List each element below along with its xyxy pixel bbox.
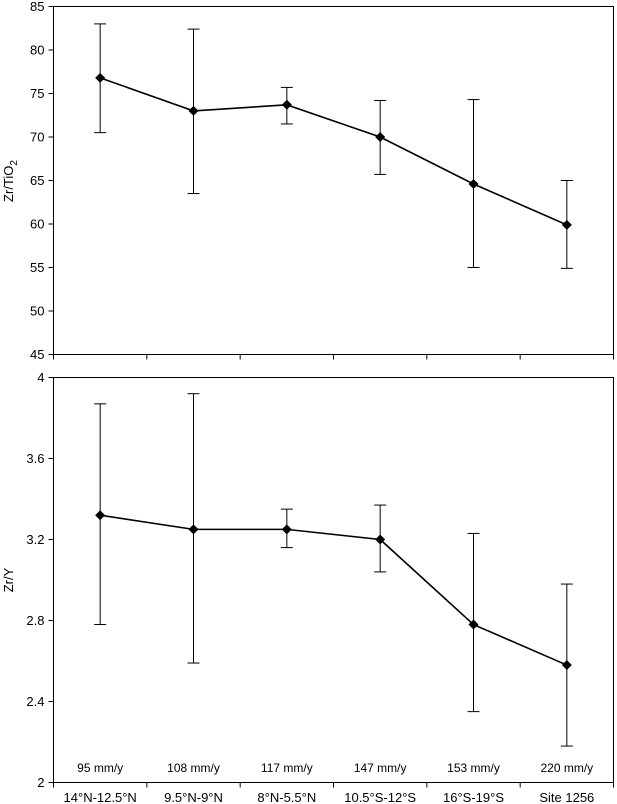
y-tick-label: 70 — [30, 130, 44, 145]
y-tick-label: 2.8 — [26, 613, 44, 628]
y-tick-label: 2 — [37, 775, 44, 790]
spreading-rate-label: 220 mm/y — [540, 761, 593, 775]
category-label: 16°S-19°S — [443, 790, 504, 804]
panel-top: 45 50 55 60 65 70 75 80 85 Zr/TiO2 — [1, 0, 614, 362]
y-tick-label: 85 — [30, 0, 44, 14]
series-line — [99, 77, 568, 226]
x-ticks-bottom — [53, 782, 614, 788]
spreading-rate-label: 117 mm/y — [261, 761, 313, 775]
y-tick-label: 80 — [30, 43, 44, 58]
y-tick-label: 55 — [30, 260, 44, 275]
markers-top — [95, 72, 572, 230]
y-tick-label: 45 — [30, 347, 44, 362]
data-point-marker — [188, 524, 199, 535]
data-point-marker — [95, 72, 106, 83]
data-point-marker — [468, 619, 479, 630]
markers-bottom — [95, 510, 572, 671]
y-tick-label: 3.2 — [26, 532, 44, 547]
y-tick-label: 4 — [37, 370, 44, 385]
category-label: 10.5°S-12°S — [344, 790, 416, 804]
spreading-rate-label: 95 mm/y — [77, 761, 123, 775]
x-ticks-top — [53, 354, 614, 360]
y-axis-title-bottom: Zr/Y — [1, 567, 16, 592]
data-point-marker — [281, 524, 292, 535]
category-labels: 14°N-12.5°N 9.5°N-9°N 8°N-5.5°N 10.5°S-12°S… — [64, 790, 595, 804]
y-tick-label: 3.6 — [26, 451, 44, 466]
category-label: Site 1256 — [539, 790, 594, 804]
rate-annotations: 95 mm/y 108 mm/y 117 mm/y 147 mm/y 153 mm/y 2… — [77, 761, 593, 775]
series-line — [100, 514, 568, 666]
series-line-top — [99, 77, 568, 226]
y-tick-label: 75 — [30, 86, 44, 101]
category-label: 14°N-12.5°N — [64, 790, 137, 804]
data-point-marker — [188, 105, 199, 116]
y-axis-title-top-base: Zr/TiO — [1, 166, 16, 202]
spreading-rate-label: 153 mm/y — [447, 761, 500, 775]
data-point-marker — [281, 99, 292, 110]
category-label: 9.5°N-9°N — [164, 790, 223, 804]
y-tick-label: 2.4 — [26, 694, 44, 709]
y-tick-label: 65 — [30, 173, 44, 188]
y-tick-label: 60 — [30, 217, 44, 232]
series-line-bottom — [100, 514, 568, 666]
data-point-marker — [95, 510, 106, 521]
y-tick-label: 50 — [30, 304, 44, 319]
data-point-marker — [561, 660, 572, 671]
spreading-rate-label: 108 mm/y — [167, 761, 220, 775]
data-point-marker — [561, 219, 572, 230]
y-axis-title-top-subscript: 2 — [9, 160, 20, 166]
data-point-marker — [468, 178, 479, 189]
y-ticks-bottom: 2 2.4 2.8 3.2 3.6 4 — [26, 370, 54, 790]
data-point-marker — [375, 132, 386, 142]
category-label: 8°N-5.5°N — [257, 790, 316, 804]
spreading-rate-label: 147 mm/y — [354, 761, 407, 775]
data-point-marker — [375, 534, 386, 545]
y-axis-title-top: Zr/TiO2 — [1, 160, 20, 202]
y-ticks-top: 45 50 55 60 65 70 75 80 85 — [30, 0, 54, 362]
panel-bottom: 2 2.4 2.8 3.2 3.6 4 95 mm/y 108 mm/y 117 mm/y 14… — [1, 370, 614, 804]
